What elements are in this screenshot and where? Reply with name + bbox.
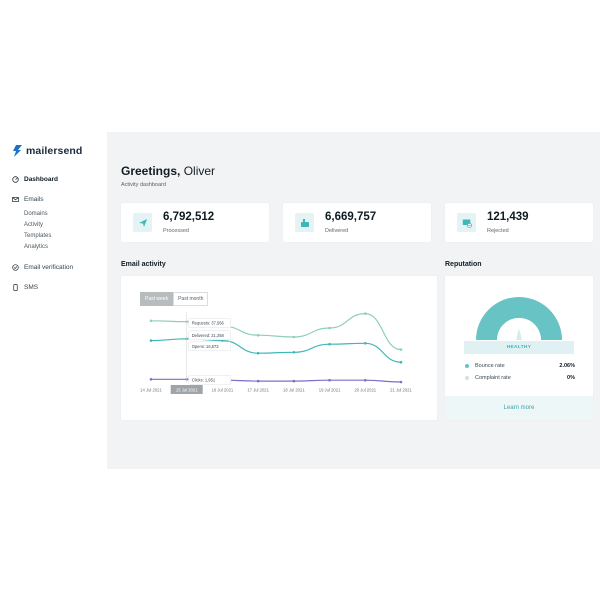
sidebar-item-label: Dashboard <box>24 176 58 183</box>
x-tick-label: 14 Jul 2021 <box>140 388 162 393</box>
stat-value: 6,792,512 <box>163 211 215 223</box>
toggle-past-month[interactable]: Past month <box>173 292 209 306</box>
data-point[interactable] <box>328 378 331 382</box>
data-point[interactable] <box>256 333 260 337</box>
sidebar-item-label: Email verification <box>24 264 74 271</box>
sidebar: mailersend Dashboard Emails Domains Acti… <box>0 132 107 469</box>
bounce-rate-value: 2.06% <box>559 363 575 369</box>
email-activity-title: Email activity <box>121 261 166 268</box>
sidebar-subitem-activity[interactable]: Activity <box>24 222 44 228</box>
tooltip-label: Opens: 16,573 <box>188 341 231 352</box>
sidebar-subitem-domains[interactable]: Domains <box>24 211 48 217</box>
x-tick-label: 18 Jul 2021 <box>283 388 305 393</box>
data-point[interactable] <box>399 348 403 351</box>
tooltip-label: Requests: 37,566 <box>188 318 231 328</box>
data-point[interactable] <box>149 378 153 381</box>
x-tick-label: 15 Jul 2021 <box>176 388 198 393</box>
toggle-past-week[interactable]: Past week <box>140 292 174 306</box>
send-icon <box>133 213 152 232</box>
stat-card-processed: 6,792,512 Processed <box>121 203 269 242</box>
stat-card-delivered: 6,669,757 Delivered <box>283 203 431 242</box>
complaint-rate-row: Complaint rate 0% <box>465 375 575 381</box>
x-tick-label: 21 Jul 2021 <box>390 388 412 393</box>
main-content: Greetings, Oliver Activity dashboard 6,7… <box>107 132 600 469</box>
complaint-legend-dot <box>465 376 469 380</box>
page-subtitle: Activity dashboard <box>121 182 166 188</box>
period-toggle: Past week Past month <box>140 292 209 306</box>
status-badge: HEALTHY <box>464 341 574 354</box>
check-circle-icon <box>12 264 19 271</box>
mail-icon <box>12 197 19 202</box>
phone-icon <box>13 284 18 291</box>
page-title: Greetings, Oliver <box>121 164 215 178</box>
gauge-arc <box>476 297 562 340</box>
data-point[interactable] <box>363 342 367 345</box>
data-point[interactable] <box>256 351 260 355</box>
greeting-text: Greetings, <box>121 164 181 178</box>
data-point[interactable] <box>292 379 296 383</box>
bounce-legend-dot <box>465 364 469 368</box>
svg-text:Opens: 16,573: Opens: 16,573 <box>192 344 220 349</box>
stat-value: 6,669,757 <box>325 211 377 223</box>
complaint-rate-value: 0% <box>567 375 575 381</box>
activity-chart: 14 Jul 2021 15 Jul 2021 16 Jul 2021 17 Jul … <box>140 312 412 394</box>
stat-card-rejected: 121,439 Rejected <box>445 203 593 242</box>
user-name: Oliver <box>183 164 216 178</box>
data-point[interactable] <box>363 378 367 382</box>
stat-label: Delivered <box>325 228 349 234</box>
svg-text:Delivered: 21,258: Delivered: 21,258 <box>192 333 225 338</box>
data-point[interactable] <box>292 335 296 339</box>
sidebar-item-emails[interactable]: Emails <box>12 196 44 203</box>
x-tick-highlight <box>170 385 203 394</box>
stat-value: 121,439 <box>487 211 529 223</box>
sidebar-subitem-analytics[interactable]: Analytics <box>24 244 49 250</box>
sidebar-subitem-templates[interactable]: Templates <box>24 233 52 239</box>
mail-block-icon <box>457 213 476 232</box>
x-tick-label: 16 Jul 2021 <box>212 388 234 393</box>
complaint-rate-label: Complaint rate <box>475 375 511 381</box>
brand-name: mailersend <box>26 145 83 157</box>
reputation-title: Reputation <box>445 261 482 268</box>
reputation-gauge <box>476 297 562 340</box>
bounce-rate-label: Bounce rate <box>475 363 505 369</box>
series-line-delivered <box>150 338 402 363</box>
tooltip-label: Clicks: 1,951 <box>188 375 231 385</box>
mailersend-logo-icon <box>13 145 22 157</box>
data-point[interactable] <box>328 342 331 346</box>
data-point[interactable] <box>328 326 331 330</box>
learn-more-link[interactable]: Learn more <box>445 396 593 420</box>
data-point[interactable] <box>149 339 153 342</box>
sidebar-item-label: SMS <box>24 284 39 291</box>
tooltip-label: Delivered: 21,258 <box>188 330 231 341</box>
app-frame: mailersend Dashboard Emails Domains Acti… <box>0 132 600 469</box>
data-point[interactable] <box>399 360 403 364</box>
reputation-card: HEALTHY Bounce rate 2.06% Complaint rate… <box>445 276 593 420</box>
sidebar-item-sms[interactable]: SMS <box>12 284 38 291</box>
gauge-needle-icon <box>516 328 522 340</box>
svg-text:Requests: 37,566: Requests: 37,566 <box>192 321 225 326</box>
sidebar-item-email-verification[interactable]: Email verification <box>12 264 73 271</box>
logo[interactable]: mailersend <box>12 145 82 157</box>
data-point[interactable] <box>363 312 367 315</box>
sidebar-item-label: Emails <box>24 196 44 203</box>
data-point[interactable] <box>149 319 153 323</box>
svg-text:Clicks: 1,951: Clicks: 1,951 <box>192 377 216 382</box>
bounce-rate-row: Bounce rate 2.06% <box>465 363 575 369</box>
inbox-icon <box>295 213 314 232</box>
x-tick-label: 17 Jul 2021 <box>247 388 269 393</box>
data-point[interactable] <box>256 379 260 383</box>
data-point[interactable] <box>399 380 403 384</box>
stat-label: Rejected <box>487 228 509 234</box>
stat-label: Processed <box>163 228 189 234</box>
x-tick-label: 20 Jul 2021 <box>354 388 376 393</box>
x-tick-label: 19 Jul 2021 <box>319 388 341 393</box>
data-point[interactable] <box>292 351 296 354</box>
sidebar-item-dashboard[interactable]: Dashboard <box>12 176 58 183</box>
dashboard-icon <box>12 176 19 183</box>
email-activity-card: Past week Past month 14 Jul 2021 15 Jul 2… <box>121 276 437 420</box>
